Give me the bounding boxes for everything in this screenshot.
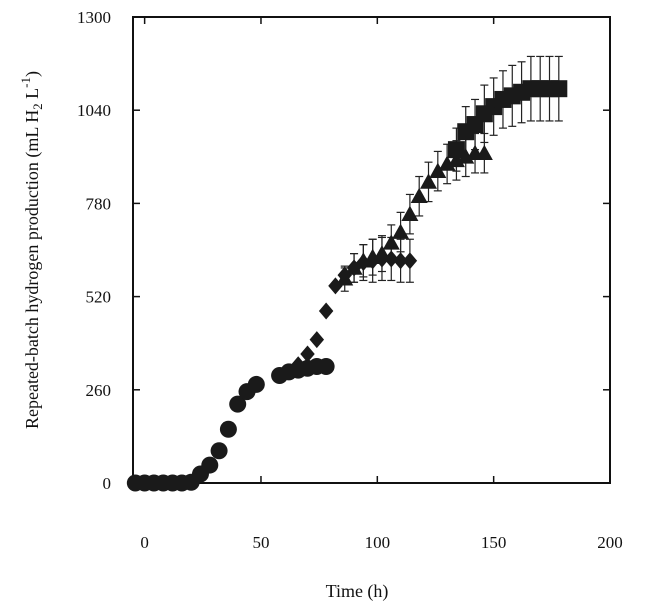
data-point-triangle	[475, 144, 493, 161]
y-tick-label: 260	[86, 381, 112, 400]
data-point-triangle	[429, 162, 447, 178]
data-point-diamond	[300, 345, 315, 363]
y-axis-title-sub: 2	[30, 103, 45, 110]
data-point-diamond	[290, 356, 306, 374]
x-axis-title: Time (h)	[326, 581, 389, 602]
data-point-triangle	[401, 205, 419, 221]
plot-frame	[132, 16, 611, 484]
y-axis-title: Repeated-batch hydrogen production (mL H…	[18, 71, 45, 429]
data-point-triangle	[420, 173, 438, 189]
y-axis-ticks: 0 260 520 780 1040 1300	[77, 8, 610, 493]
y-tick-label: 0	[103, 474, 112, 493]
data-point-triangle	[410, 187, 428, 204]
data-point-diamond	[309, 331, 325, 349]
data-point-diamond	[384, 250, 399, 268]
data-point-triangle	[382, 234, 400, 250]
y-tick-label: 520	[86, 288, 112, 307]
y-axis-title-suffix: )	[22, 71, 43, 77]
data-point-circle	[247, 375, 265, 393]
y-axis-title-prefix: Repeated-batch hydrogen production (mL H	[22, 110, 43, 429]
x-tick-label: 0	[140, 533, 149, 552]
y-axis-title-mid: L	[22, 88, 42, 104]
data-point-circle	[210, 442, 228, 460]
data-point-diamond	[402, 252, 418, 270]
x-tick-label: 50	[252, 533, 269, 552]
data-point-triangle	[336, 270, 354, 286]
y-tick-label: 780	[86, 194, 112, 213]
data-point-triangle	[345, 259, 363, 275]
data-point-circle	[317, 358, 335, 375]
x-tick-label: 100	[365, 533, 391, 552]
data-point-triangle	[392, 223, 410, 239]
data-point-circle	[201, 456, 219, 474]
y-tick-label: 1040	[77, 101, 111, 120]
data-point-circle	[219, 420, 237, 438]
data-point-triangle	[373, 245, 391, 261]
x-tick-label: 200	[597, 533, 623, 552]
x-tick-label: 150	[481, 533, 507, 552]
data-point-square	[550, 80, 568, 98]
y-axis-title-sup: -1	[18, 77, 33, 88]
data-point-circle	[229, 395, 247, 413]
x-axis-ticks: 0 50 100 150 200	[140, 17, 623, 552]
y-tick-label: 1300	[77, 8, 111, 27]
data-markers	[126, 80, 568, 492]
data-point-diamond	[318, 302, 334, 320]
data-point-square	[447, 141, 465, 159]
data-point-diamond	[393, 252, 408, 270]
